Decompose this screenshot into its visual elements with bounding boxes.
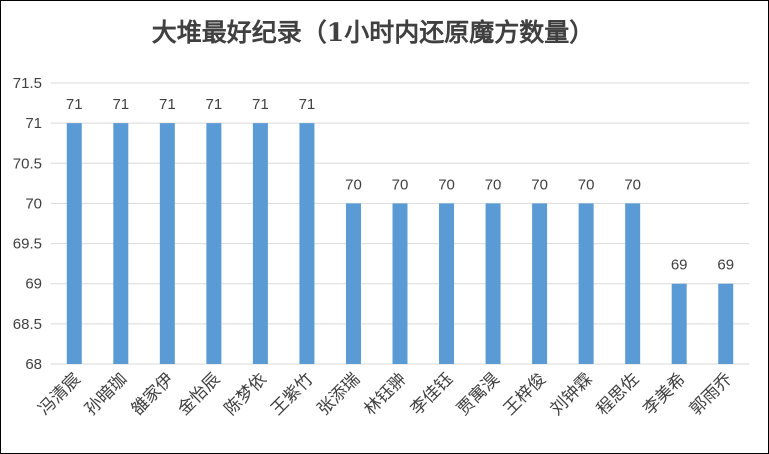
data-label: 70: [438, 176, 455, 193]
category-label: 程思佐: [593, 369, 643, 419]
category-label: 王紫竹: [267, 369, 317, 419]
bar: [485, 203, 501, 364]
bar: [671, 283, 687, 364]
y-tick-label: 71.5: [13, 75, 42, 92]
data-label: 71: [66, 96, 83, 113]
data-labels: 71 71 71 71 71 71 70 70 70 70 70 70 70 69 69: [66, 96, 734, 274]
category-label: 郭雨乔: [686, 369, 736, 419]
bar: [252, 123, 268, 365]
y-tick-label: 69.5: [13, 236, 42, 253]
data-label: 70: [578, 176, 595, 193]
bar: [578, 203, 594, 364]
category-label: 冯清宸: [35, 369, 85, 419]
y-tick-label: 71: [25, 115, 42, 132]
y-tick-label: 68: [25, 356, 42, 373]
y-axis-ticks: 68 68.5 69 69.5 70 70.5 71 71.5: [13, 75, 42, 373]
category-label: 孙暗珈: [81, 369, 131, 419]
category-label: 林钰翀: [360, 369, 410, 419]
bar: [113, 123, 129, 365]
y-tick-label: 68.5: [13, 316, 42, 333]
bar: [345, 203, 361, 364]
data-label: 69: [671, 257, 688, 274]
y-tick-label: 69: [25, 276, 42, 293]
data-label: 70: [531, 176, 548, 193]
category-label: 李美希: [640, 369, 690, 419]
bar: [206, 123, 222, 365]
data-label: 70: [392, 176, 409, 193]
bar: [625, 203, 641, 364]
bars: [66, 123, 734, 365]
category-label: 金怡辰: [174, 369, 224, 419]
data-label: 71: [252, 96, 269, 113]
bar: [392, 203, 408, 364]
bar: [66, 123, 82, 365]
category-label: 张添瑞: [314, 369, 364, 419]
bar: [718, 283, 734, 364]
data-label: 71: [112, 96, 129, 113]
y-tick-label: 70: [25, 195, 42, 212]
y-tick-label: 70.5: [13, 155, 42, 172]
data-label: 71: [206, 96, 223, 113]
category-label: 刘钟霖: [546, 369, 596, 419]
x-axis-categories: 冯清宸孙暗珈雒家伊金怡辰陈梦依王紫竹张添瑞林钰翀李佳钰贾寓淏王梓俊刘钟霖程思佐李…: [35, 369, 737, 419]
category-label: 李佳钰: [407, 369, 457, 419]
bar: [159, 123, 175, 365]
data-label: 70: [345, 176, 362, 193]
category-label: 雒家伊: [128, 369, 178, 419]
bar: [532, 203, 548, 364]
category-label: 陈梦依: [221, 369, 271, 419]
category-label: 贾寓淏: [453, 369, 503, 419]
data-label: 70: [624, 176, 641, 193]
category-label: 王梓俊: [500, 369, 550, 419]
data-label: 71: [299, 96, 316, 113]
bar: [439, 203, 455, 364]
data-label: 70: [485, 176, 502, 193]
bar: [299, 123, 315, 365]
data-label: 69: [717, 257, 734, 274]
chart-title: 大堆最好纪录（1小时内还原魔方数量）: [152, 18, 594, 47]
data-label: 71: [159, 96, 176, 113]
